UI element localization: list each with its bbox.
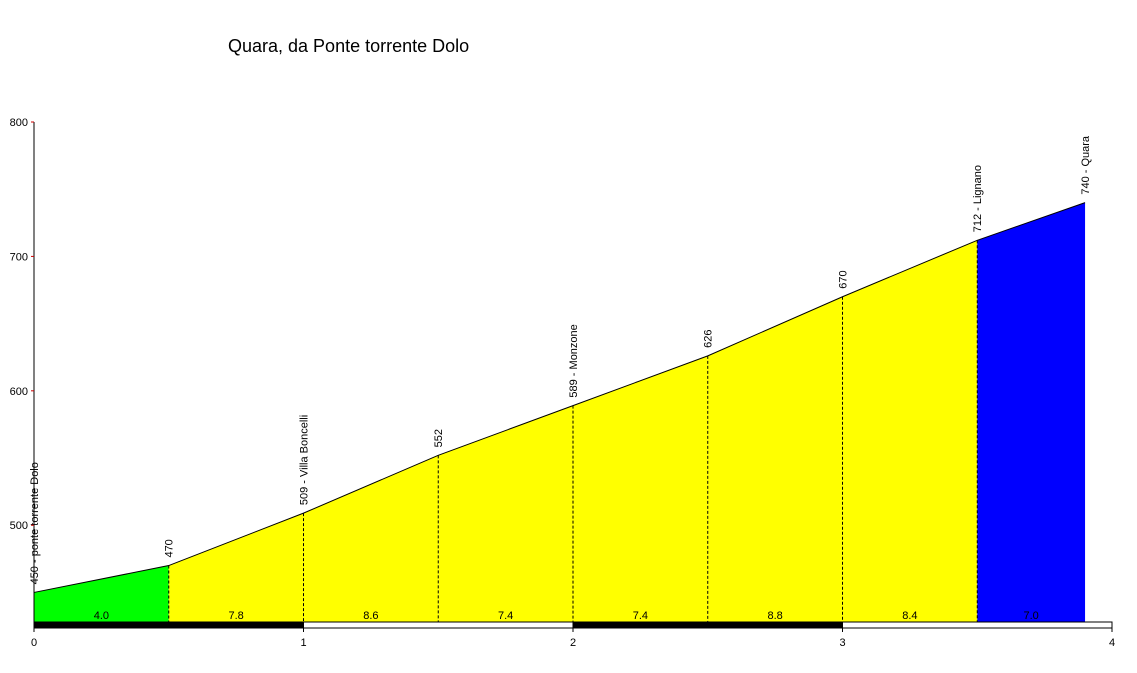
segment-area xyxy=(842,240,978,622)
point-label: 740 - Quara xyxy=(1080,135,1092,195)
segment-area xyxy=(34,565,169,622)
point-label: 509 - Villa Boncelli xyxy=(299,415,311,505)
chart-title: Quara, da Ponte torrente Dolo xyxy=(228,36,469,56)
gradient-label: 8.6 xyxy=(363,610,378,622)
gradient-label: 8.8 xyxy=(767,610,782,622)
point-label: 589 - Monzone xyxy=(568,324,580,397)
x-tick-label: 4 xyxy=(1109,637,1115,649)
point-label: 712 - Lignano xyxy=(972,165,984,232)
segment-area xyxy=(303,455,439,622)
profile-line xyxy=(33,202,1086,593)
segment-area xyxy=(168,513,304,622)
y-tick-label: 600 xyxy=(10,386,28,398)
km-bar xyxy=(842,621,1113,629)
x-tick-label: 1 xyxy=(300,637,306,649)
y-tick-label: 700 xyxy=(10,251,28,263)
point-label: 450 - ponte torrente Dolo xyxy=(29,462,41,584)
segment-area xyxy=(573,355,708,622)
point-label: 470 xyxy=(164,539,176,557)
x-tick-label: 0 xyxy=(31,637,37,649)
gradient-label: 7.0 xyxy=(1024,610,1039,622)
point-label: 552 xyxy=(433,429,445,447)
gradient-label: 7.8 xyxy=(228,610,243,622)
segment-area xyxy=(438,405,573,622)
x-tick-label: 3 xyxy=(839,637,845,649)
km-bar xyxy=(33,621,304,629)
gradient-label: 4.0 xyxy=(94,610,109,622)
gradient-label: 7.4 xyxy=(633,610,648,622)
point-label: 670 xyxy=(838,270,850,288)
gradient-label: 7.4 xyxy=(498,610,513,622)
y-tick-label: 800 xyxy=(10,117,28,129)
point-label: 626 xyxy=(703,330,715,348)
segment-area xyxy=(977,202,1086,623)
segment-area xyxy=(707,296,843,622)
x-tick-label: 2 xyxy=(570,637,576,649)
gradient-label: 8.4 xyxy=(902,610,917,622)
km-bar xyxy=(303,621,574,629)
km-bar xyxy=(572,621,843,629)
y-tick-label: 500 xyxy=(10,520,28,532)
